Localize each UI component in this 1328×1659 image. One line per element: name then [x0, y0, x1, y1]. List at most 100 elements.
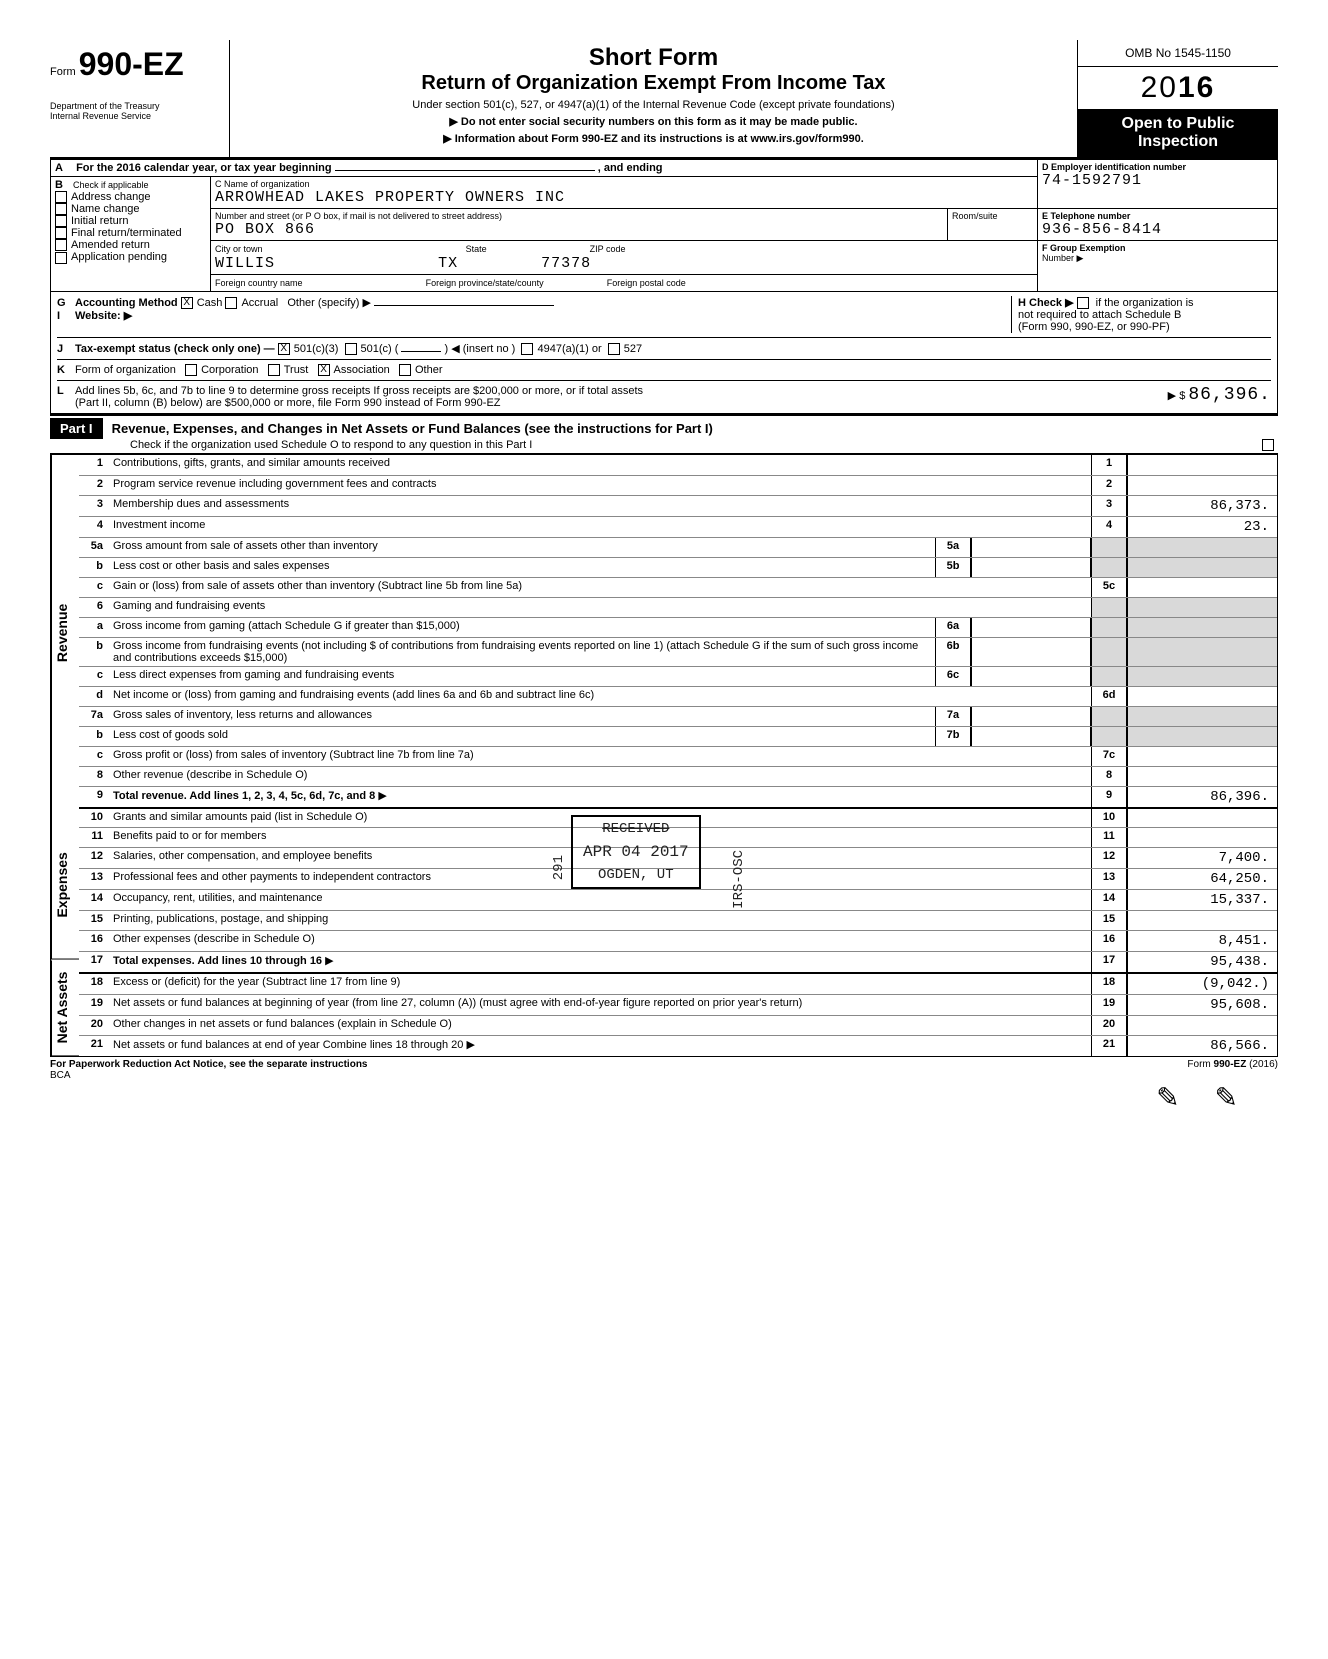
label-G: Accounting Method	[75, 297, 178, 309]
line-7c: cGross profit or (loss) from sales of in…	[79, 746, 1277, 766]
line-1: 1Contributions, gifts, grants, and simil…	[79, 455, 1277, 475]
L-amount: 86,396.	[1188, 385, 1271, 405]
L-amt-label: ▶ $	[1168, 390, 1186, 402]
stamp-received: RECEIVED	[583, 821, 689, 837]
subtitle-2-text: Do not enter social security numbers on …	[461, 116, 858, 128]
J-4947: 4947(a)(1) or	[537, 343, 601, 355]
label-revenue: Revenue	[51, 455, 79, 811]
box-H: H Check ▶ if the organization is not req…	[1011, 296, 1271, 333]
row-L: L Add lines 5b, 6c, and 7b to line 9 to …	[57, 380, 1271, 409]
part1-sub: Check if the organization used Schedule …	[50, 439, 532, 451]
B-opt-3[interactable]: Final return/terminated	[55, 227, 206, 239]
value-D-ein: 74-1592791	[1042, 172, 1273, 189]
B-opt-4[interactable]: Amended return	[55, 239, 206, 251]
box-C-city: City or town State ZIP code WILLIS TX 77…	[211, 241, 1038, 275]
line-2: 2Program service revenue including gover…	[79, 475, 1277, 495]
line-18: 18Excess or (deficit) for the year (Subt…	[79, 972, 1277, 994]
label-C-state: State	[466, 244, 487, 254]
B-opt-0[interactable]: Address change	[55, 191, 206, 203]
line-7a: 7aGross sales of inventory, less returns…	[79, 706, 1277, 726]
J-501c3: 501(c)(3)	[294, 343, 339, 355]
value-E-phone: 936-856-8414	[1042, 221, 1273, 238]
tax-year: 2016	[1078, 67, 1278, 109]
J-501c3-checkbox[interactable]	[278, 343, 290, 355]
label-foreign-prov: Foreign province/state/county	[426, 278, 544, 288]
H-text2: not required to attach Schedule B	[1018, 309, 1181, 321]
part1-header: Part I Revenue, Expenses, and Changes in…	[50, 414, 1278, 454]
K-trust-checkbox[interactable]	[268, 364, 280, 376]
label-J: Tax-exempt status (check only one) —	[75, 343, 275, 355]
received-stamp: RECEIVED APR 04 2017 OGDEN, UT	[571, 815, 701, 889]
footer-right: Form 990-EZ (2016)	[1187, 1059, 1278, 1081]
B-opt-2[interactable]: Initial return	[55, 215, 206, 227]
G-cash: Cash	[197, 297, 223, 309]
J-4947-checkbox[interactable]	[521, 343, 533, 355]
label-C-city: City or town	[215, 244, 263, 254]
label-netassets: Net Assets	[51, 960, 79, 1056]
label-F2: Number ▶	[1042, 253, 1273, 264]
K-assoc: Association	[334, 364, 390, 376]
H-checkbox[interactable]	[1077, 297, 1089, 309]
G-cash-checkbox[interactable]	[181, 297, 193, 309]
line-19: 19Net assets or fund balances at beginni…	[79, 994, 1277, 1015]
G-accrual-checkbox[interactable]	[225, 297, 237, 309]
label-foreign-postal: Foreign postal code	[607, 278, 686, 288]
value-C-zip: 77378	[541, 255, 591, 272]
label-C-room: Room/suite	[952, 211, 1033, 221]
omb-number: OMB No 1545-1150	[1078, 40, 1278, 67]
lines-body: 1Contributions, gifts, grants, and simil…	[79, 455, 1277, 1056]
line-5b: bLess cost or other basis and sales expe…	[79, 557, 1277, 577]
line-3: 3Membership dues and assessments386,373.	[79, 495, 1277, 516]
label-K: Form of organization	[75, 364, 176, 376]
K-other-checkbox[interactable]	[399, 364, 411, 376]
J-501c-checkbox[interactable]	[345, 343, 357, 355]
stamp-side2: IRS-OSC	[731, 850, 747, 909]
J-501c: 501(c) (	[361, 343, 399, 355]
K-other: Other	[415, 364, 443, 376]
header-right: OMB No 1545-1150 2016 Open to Public Ins…	[1078, 40, 1278, 157]
line-6c: cLess direct expenses from gaming and fu…	[79, 666, 1277, 686]
box-C-room: Room/suite	[948, 209, 1038, 241]
footer-bca: BCA	[50, 1070, 71, 1081]
line-17: 17Total expenses. Add lines 10 through 1…	[79, 951, 1277, 972]
line-5c: cGain or (loss) from sale of assets othe…	[79, 577, 1277, 597]
J-527-checkbox[interactable]	[608, 343, 620, 355]
value-C-city: WILLIS	[215, 255, 275, 272]
K-assoc-checkbox[interactable]	[318, 364, 330, 376]
subtitle-3: ▶ Information about Form 990-EZ and its …	[238, 132, 1069, 145]
rows-G-L: GAccounting Method Cash Accrual Other (s…	[50, 292, 1278, 414]
G-accrual: Accrual	[241, 297, 278, 309]
K-corp-checkbox[interactable]	[185, 364, 197, 376]
stamp-side1: 291	[551, 855, 567, 880]
B-opt-5[interactable]: Application pending	[55, 251, 206, 263]
part1-title: Revenue, Expenses, and Changes in Net As…	[106, 421, 713, 436]
label-foreign-country: Foreign country name	[215, 278, 303, 288]
value-C-org-name: ARROWHEAD LAKES PROPERTY OWNERS INC	[215, 189, 1033, 206]
header-left: Form 990-EZ Department of the Treasury I…	[50, 40, 230, 157]
info-table: A For the 2016 calendar year, or tax yea…	[50, 159, 1278, 292]
year-bold: 16	[1178, 71, 1215, 104]
title-short-form: Short Form	[238, 44, 1069, 72]
section-labels: Revenue Expenses Net Assets	[51, 455, 79, 1056]
line-21: 21Net assets or fund balances at end of …	[79, 1035, 1277, 1056]
label-B: Check if applicable	[73, 180, 149, 190]
initials: ✎ ✎	[50, 1081, 1278, 1115]
line-6: 6Gaming and fundraising events	[79, 597, 1277, 617]
header-mid: Short Form Return of Organization Exempt…	[230, 40, 1078, 157]
line-6a: aGross income from gaming (attach Schedu…	[79, 617, 1277, 637]
value-C-addr: PO BOX 866	[215, 221, 943, 238]
open-to-public: Open to Public Inspection	[1078, 109, 1278, 157]
form-header: Form 990-EZ Department of the Treasury I…	[50, 40, 1278, 159]
H-text1: if the organization is	[1096, 297, 1194, 309]
B-opt-1[interactable]: Name change	[55, 203, 206, 215]
line-14: 14Occupancy, rent, utilities, and mainte…	[79, 889, 1277, 910]
stamp-office: OGDEN, UT	[583, 867, 689, 883]
year-prefix: 20	[1141, 71, 1178, 104]
line-20: 20Other changes in net assets or fund ba…	[79, 1015, 1277, 1035]
dept-irs: Internal Revenue Service	[50, 111, 221, 121]
label-C-zip: ZIP code	[590, 244, 626, 254]
row-A-mid: , and ending	[598, 162, 663, 174]
open-line2: Inspection	[1082, 133, 1274, 151]
part1-checkbox[interactable]	[1262, 439, 1274, 451]
L-line1: Add lines 5b, 6c, and 7b to line 9 to de…	[75, 385, 1071, 397]
